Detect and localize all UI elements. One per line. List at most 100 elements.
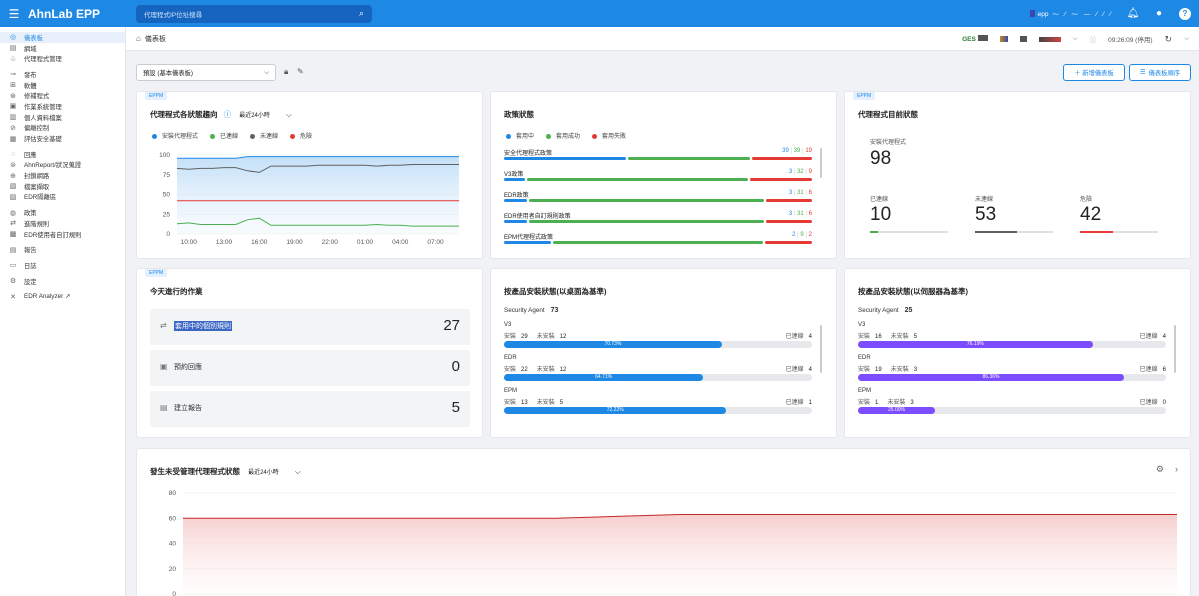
sidebar-item[interactable]: ▤ 網域 bbox=[0, 43, 125, 54]
help-icon[interactable]: ? bbox=[1179, 7, 1191, 20]
legend-item[interactable]: 安裝代理程式 bbox=[152, 131, 198, 140]
task-item[interactable]: ⇄ 套用中的個別規則 27 bbox=[150, 309, 470, 345]
policy-bar-segment bbox=[526, 178, 748, 181]
chevron-right-icon[interactable]: › bbox=[1175, 464, 1178, 474]
sidebar-item[interactable]: ◍ 政策 bbox=[0, 207, 125, 218]
user-icon[interactable]: ● bbox=[1155, 8, 1163, 19]
security-agent-total: Security Agent 25 bbox=[858, 307, 912, 314]
refresh-icon[interactable]: ↻ bbox=[1164, 33, 1173, 44]
legend-label: 已連線 bbox=[220, 134, 239, 140]
sidebar-item[interactable]: ⚙ 設定 bbox=[0, 276, 125, 287]
series-line[interactable] bbox=[177, 156, 459, 159]
not-installed-label: 未安裝 bbox=[887, 400, 906, 406]
scrollbar[interactable] bbox=[820, 148, 822, 178]
installed-label: 安裝代理程式 bbox=[870, 140, 907, 146]
sidebar-item[interactable]: ▦ 評估安全基礎 bbox=[0, 133, 125, 144]
policy-name: 安全代理程式政策 bbox=[504, 151, 553, 157]
list-icon: ☰ bbox=[1139, 69, 1146, 76]
legend-item[interactable]: 套用成功 bbox=[546, 131, 580, 140]
sidebar-item[interactable]: ⊛ 修補程式 bbox=[0, 90, 125, 101]
sidebar-item[interactable]: ▣ 作業系統管理 bbox=[0, 101, 125, 112]
top-right-tools: epp ⁓ ⁄ ⁓ — ⁄ ⁄ ⁄ 🔔︎ ● ? bbox=[1029, 0, 1191, 27]
range-select[interactable]: 最近24小時 bbox=[248, 470, 279, 476]
chevron-down-icon[interactable]: ⌵ bbox=[285, 110, 292, 119]
dashboard-select[interactable]: 預設 (基本儀表板) ⌵ bbox=[136, 64, 276, 81]
sidebar-item[interactable]: ⇄ 進階規則 bbox=[0, 218, 125, 229]
sidebar-item[interactable]: ▥ 個人資料檔案 bbox=[0, 112, 125, 123]
sidebar-item[interactable]: ▧ 檔案擷取 bbox=[0, 181, 125, 192]
policy-count-applying: 3 bbox=[788, 211, 793, 217]
bell-icon[interactable]: 🔔︎ bbox=[1126, 8, 1140, 19]
y-tick-label: 0 bbox=[172, 591, 176, 596]
info-icon[interactable]: ⓘ bbox=[223, 110, 232, 119]
scrollbar[interactable] bbox=[820, 325, 822, 373]
sidebar-item[interactable]: ◌ 回應 bbox=[0, 149, 125, 160]
connected-label: 已連線 bbox=[1139, 367, 1158, 373]
range-select[interactable]: 最近24小時 bbox=[239, 113, 270, 119]
sidebar-item[interactable]: ◎ 儀表板 bbox=[0, 32, 125, 43]
edit-icon[interactable]: ✎ bbox=[297, 67, 304, 76]
legend-dot bbox=[592, 133, 598, 139]
dashboard-order-button[interactable]: ☰ 儀表板順序 bbox=[1129, 64, 1191, 81]
sidebar-item[interactable]: ⊜ AhnReport/狀況蒐證 bbox=[0, 160, 125, 171]
sidebar-item[interactable]: ⊕ 封鎖網路 bbox=[0, 170, 125, 181]
chevron-down-icon[interactable]: ⌵ bbox=[294, 467, 301, 476]
separator: | bbox=[800, 148, 806, 154]
separator: | bbox=[803, 211, 809, 217]
sidebar-item[interactable]: ▭ 日誌 bbox=[0, 260, 125, 271]
separator: | bbox=[788, 148, 794, 154]
lock-icon[interactable]: 🔒︎ bbox=[284, 67, 289, 76]
sidebar-item[interactable]: ♧ 代理程式管理 bbox=[0, 53, 125, 64]
info-icon[interactable]: ⓘ bbox=[1089, 37, 1097, 44]
server-icon: ▤ bbox=[9, 45, 17, 53]
policy-count-success: 32 bbox=[797, 169, 804, 175]
legend-item[interactable]: 未連線 bbox=[250, 131, 278, 140]
menu-icon[interactable]: ☰ bbox=[8, 6, 20, 21]
sidebar-item[interactable]: ⊸ 發布 bbox=[0, 69, 125, 80]
search-icon[interactable]: ⌕ bbox=[358, 8, 364, 18]
legend-item[interactable]: 套用中 bbox=[506, 131, 534, 140]
sidebar-item[interactable]: ✕ EDR Analyzer ↗ bbox=[0, 291, 125, 302]
policy-name: EDR使用者自訂規則政策 bbox=[504, 214, 571, 220]
sidebar-item[interactable]: ⊘ 偏離控制 bbox=[0, 123, 125, 134]
sidebar-item-label: EDR Analyzer ↗ bbox=[24, 293, 71, 301]
task-item[interactable]: ▤ 建立報告 5 bbox=[150, 391, 470, 427]
eppm-tag: EPPM bbox=[853, 92, 876, 100]
ges-status[interactable]: GES bbox=[962, 35, 988, 43]
add-dashboard-button[interactable]: ＋ 新增儀表板 bbox=[1063, 64, 1125, 81]
y-tick-label: 60 bbox=[169, 515, 177, 522]
chevron-down-icon[interactable]: ⌵ bbox=[1184, 35, 1189, 42]
policy-bar-segment bbox=[628, 157, 751, 160]
installed-count: 13 bbox=[521, 400, 528, 406]
chevron-down-icon[interactable]: ⌵ bbox=[1072, 35, 1078, 42]
stat-value[interactable]: 42 bbox=[1080, 204, 1102, 225]
sidebar-item[interactable]: ⊞ 軟體 bbox=[0, 80, 125, 91]
scrollbar[interactable] bbox=[1174, 325, 1176, 373]
stat-value[interactable]: 53 bbox=[975, 204, 997, 225]
policy-counts: 3 | 31 | 6 bbox=[789, 211, 812, 217]
sidebar-item-label: 報告 bbox=[24, 247, 37, 255]
product-name: V3 bbox=[858, 322, 866, 328]
card-title: 政策狀態 bbox=[504, 110, 534, 119]
legend-item[interactable]: 套用失敗 bbox=[592, 131, 626, 140]
gear-icon[interactable]: ⚙ bbox=[1155, 464, 1164, 474]
brand-logo[interactable]: AhnLab EPP bbox=[28, 6, 101, 21]
search-input[interactable]: 代理程式IP位址搜尋 ⌕ bbox=[136, 4, 372, 23]
sidebar-item[interactable]: ▤ 報告 bbox=[0, 244, 125, 255]
policy-name: EPM代理程式政策 bbox=[504, 235, 554, 241]
sidebar-item[interactable]: ▩ EDR使用者自訂規則 bbox=[0, 229, 125, 240]
stat-bar-fill bbox=[870, 231, 878, 233]
task-item[interactable]: ▣ 預約回應 0 bbox=[150, 350, 470, 386]
series-line[interactable] bbox=[176, 164, 459, 173]
series-line[interactable] bbox=[183, 514, 1177, 519]
legend-item[interactable]: 已連線 bbox=[210, 131, 238, 140]
legend-item[interactable]: 危險 bbox=[290, 131, 312, 140]
sidebar-item[interactable]: ▨ EDR隔離區 bbox=[0, 192, 125, 203]
series-line[interactable] bbox=[176, 217, 459, 227]
product-name: EPM bbox=[858, 388, 872, 394]
connected-count: 4 bbox=[808, 334, 812, 340]
x-tick-label: 22:00 bbox=[322, 239, 339, 246]
stat-value[interactable]: 10 bbox=[870, 204, 892, 225]
not-installed-count: 3 bbox=[913, 367, 918, 373]
user-text[interactable]: epp ⁓ ⁄ ⁓ — ⁄ ⁄ ⁄ bbox=[1029, 10, 1113, 18]
